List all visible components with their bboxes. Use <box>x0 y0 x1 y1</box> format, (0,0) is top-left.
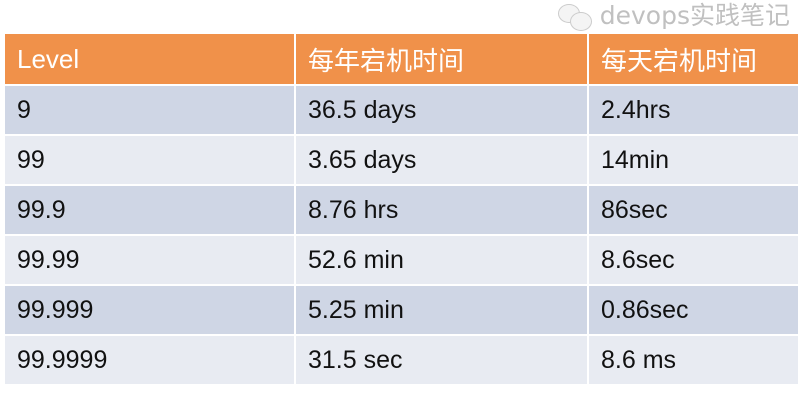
header-row: Level 每年宕机时间 每天宕机时间 <box>3 32 798 86</box>
cell-yearly: 36.5 days <box>294 84 589 136</box>
table-row: 99.9 8.76 hrs 86sec <box>3 184 798 236</box>
table-row: 99.999 5.25 min 0.86sec <box>3 284 798 336</box>
cell-level: 99.999 <box>3 284 296 336</box>
cell-yearly: 5.25 min <box>294 284 589 336</box>
cell-daily: 86sec <box>587 184 798 236</box>
header-level: Level <box>3 32 296 86</box>
watermark-text: devops实践笔记 <box>599 1 790 30</box>
watermark: devops实践笔记 <box>557 1 790 31</box>
header-yearly-downtime: 每年宕机时间 <box>294 32 589 86</box>
cell-daily: 2.4hrs <box>587 84 798 136</box>
cell-yearly: 3.65 days <box>294 134 589 186</box>
cell-yearly: 52.6 min <box>294 234 589 286</box>
cell-daily: 8.6sec <box>587 234 798 286</box>
cell-level: 99.9 <box>3 184 296 236</box>
cell-yearly: 8.76 hrs <box>294 184 589 236</box>
table-row: 99.9999 31.5 sec 8.6 ms <box>3 334 798 386</box>
downtime-table: Level 每年宕机时间 每天宕机时间 9 36.5 days 2.4hrs 9… <box>3 32 798 386</box>
cell-level: 99.9999 <box>3 334 296 386</box>
wechat-icon <box>557 4 592 31</box>
table-row: 99.99 52.6 min 8.6sec <box>3 234 798 286</box>
header-daily-downtime: 每天宕机时间 <box>587 32 798 86</box>
cell-level: 99 <box>3 134 296 186</box>
table-row: 9 36.5 days 2.4hrs <box>3 84 798 136</box>
cell-level: 9 <box>3 84 296 136</box>
cell-yearly: 31.5 sec <box>294 334 589 386</box>
cell-daily: 8.6 ms <box>587 334 798 386</box>
cell-daily: 0.86sec <box>587 284 798 336</box>
cell-daily: 14min <box>587 134 798 186</box>
cell-level: 99.99 <box>3 234 296 286</box>
table-row: 99 3.65 days 14min <box>3 134 798 186</box>
